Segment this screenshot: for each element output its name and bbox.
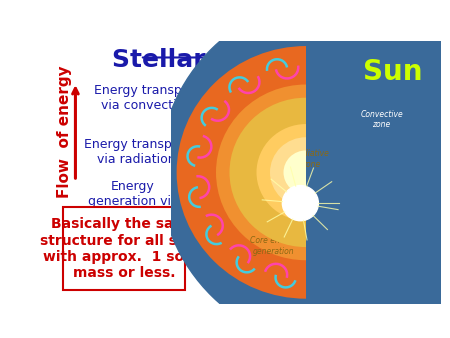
Text: Temperature, density
and pressure decreasing: Temperature, density and pressure decrea… xyxy=(220,272,374,300)
Text: Radiative
zone: Radiative zone xyxy=(293,149,329,169)
FancyBboxPatch shape xyxy=(63,207,185,290)
Text: Energy transport
via convection: Energy transport via convection xyxy=(94,84,214,116)
Text: Energy
generation via
nuclear fusion: Energy generation via nuclear fusion xyxy=(88,180,212,223)
Text: Basically the same
structure for all stars
with approx.  1 solar
mass or less.: Basically the same structure for all sta… xyxy=(40,217,208,280)
Circle shape xyxy=(160,0,450,338)
Circle shape xyxy=(283,186,319,221)
Text: Flow  of energy: Flow of energy xyxy=(58,65,72,198)
Text: Energy transport
via radiation: Energy transport via radiation xyxy=(84,139,212,167)
Text: Sun: Sun xyxy=(363,58,422,86)
Text: Convective
zone: Convective zone xyxy=(360,110,403,129)
Wedge shape xyxy=(284,150,306,194)
Wedge shape xyxy=(230,98,306,247)
Wedge shape xyxy=(256,124,306,221)
Wedge shape xyxy=(216,84,306,260)
Text: Stellar Structure: Stellar Structure xyxy=(112,48,349,72)
Text: Core energy
generation: Core energy generation xyxy=(250,237,297,256)
Wedge shape xyxy=(270,137,306,208)
Wedge shape xyxy=(176,46,306,299)
